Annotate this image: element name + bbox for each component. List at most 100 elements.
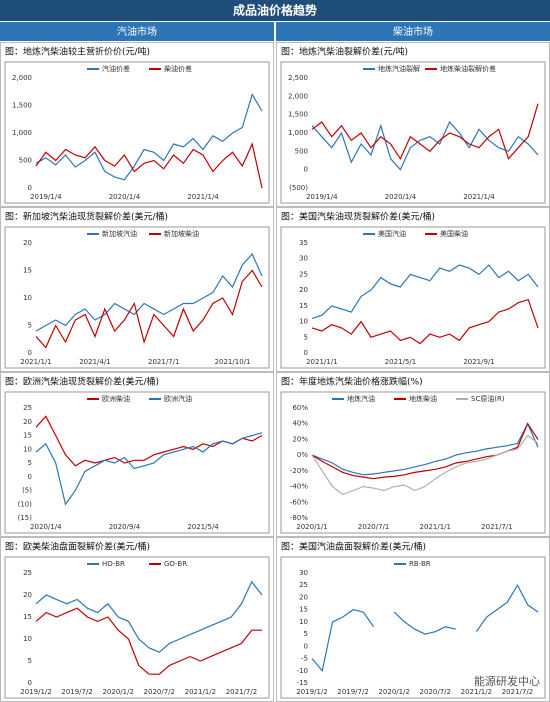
legend-label: 新加坡汽油 (102, 229, 137, 238)
series-line (35, 142, 263, 189)
y-tick-label: 1,500 (288, 111, 308, 119)
x-tick-label: 2020/1/2 (102, 688, 133, 696)
series-line (35, 432, 263, 506)
x-tick-label: 2021/1/1 (306, 358, 337, 366)
legend-label: 欧洲柴油 (102, 394, 130, 403)
y-tick-label: 30 (299, 255, 308, 263)
plot-frame (4, 61, 270, 204)
x-tick-label: 2021/1/2 (461, 688, 492, 696)
series-line (35, 607, 262, 675)
x-tick-label: 2021/10/1 (215, 358, 251, 366)
series-line (35, 580, 263, 653)
x-tick-label: 2020/1/1 (296, 523, 327, 531)
y-tick-label: 5 (28, 322, 32, 330)
series-line (311, 422, 539, 476)
y-tick-label: 0 (28, 473, 32, 481)
y-tick-label: 35 (299, 239, 308, 247)
x-tick-label: 2020/1/4 (30, 523, 62, 531)
y-tick-label: 5 (28, 459, 32, 467)
chart-title: 图：地炼汽柴油裂解价差(元/吨) (281, 46, 408, 58)
y-tick-label: 0 (28, 679, 32, 687)
x-tick-label: 2020/7/1 (358, 523, 389, 531)
legend-label: 欧洲汽油 (164, 394, 192, 403)
y-tick-label: 10 (299, 318, 308, 326)
legend-label: SC原油(R) (471, 394, 505, 403)
y-tick-label: (500) (289, 184, 308, 192)
y-tick-label: 20 (23, 418, 32, 426)
x-tick-label: 2021/7/2 (226, 688, 257, 696)
plot-frame (280, 61, 546, 204)
section-bar (276, 22, 550, 41)
legend-label: RB-BR (409, 560, 431, 568)
plot-frame (4, 391, 270, 534)
chart-title: 图：地炼汽柴油较主营折价价(元/吨) (5, 46, 150, 58)
y-tick-label: -5 (301, 655, 308, 663)
y-tick-label: 25 (299, 270, 308, 278)
x-tick-label: 2021/1/2 (185, 688, 216, 696)
y-tick-label: 0 (28, 349, 32, 357)
x-tick-label: 2019/1/2 (20, 688, 51, 696)
y-tick-label: 0 (304, 349, 308, 357)
y-tick-label: 60% (292, 404, 308, 412)
y-tick-label: 0% (297, 451, 308, 459)
y-tick-label: 0 (28, 184, 32, 192)
y-tick-label: 15 (299, 606, 308, 614)
x-tick-label: 2019/1/4 (306, 193, 338, 201)
legend-label: 新加坡柴油 (164, 229, 199, 238)
y-tick-label: (15) (18, 514, 33, 522)
chart-title: 图：年度地炼汽柴油价格涨跌幅(%) (281, 376, 423, 388)
section-bar (0, 22, 274, 41)
header-bar (0, 0, 550, 21)
y-tick-label: 20 (299, 593, 308, 601)
series-line (311, 103, 539, 160)
y-tick-label: -15 (297, 679, 308, 687)
y-tick-label: 10 (23, 445, 32, 453)
y-tick-label: 5 (304, 333, 308, 341)
legend-label: 地炼汽油 (347, 394, 375, 403)
section-label: 柴油市场 (393, 25, 433, 38)
section-label: 汽油市场 (117, 25, 157, 38)
y-tick-label: 15 (23, 432, 32, 440)
plot-frame (4, 226, 270, 369)
y-tick-label: 15 (23, 267, 32, 275)
y-tick-label: -10 (297, 667, 308, 675)
x-tick-label: 2020/9/4 (109, 523, 141, 531)
x-tick-label: 2021/7/1 (481, 523, 512, 531)
y-tick-label: 0 (304, 166, 308, 174)
x-tick-label: 2019/1/4 (30, 193, 62, 201)
y-tick-label: 25 (23, 569, 32, 577)
y-tick-label: 40% (292, 420, 308, 428)
chart-title: 图：新加坡汽柴油现货裂解价差(美元/桶) (5, 211, 168, 223)
y-tick-label: 30 (299, 569, 308, 577)
y-tick-label: -40% (290, 483, 308, 491)
legend-label: HO-BR (102, 560, 125, 568)
y-tick-label: 20 (299, 286, 308, 294)
x-tick-label: 2019/7/2 (61, 688, 92, 696)
y-tick-label: 500 (295, 147, 308, 155)
x-tick-label: 2020/7/2 (144, 688, 175, 696)
legend-label: 柴油价差 (164, 64, 192, 73)
y-tick-label: 20 (23, 591, 32, 599)
y-tick-label: 25 (23, 404, 32, 412)
y-tick-label: 2,000 (288, 92, 308, 100)
y-tick-label: 15 (299, 302, 308, 310)
legend-label: 地炼柴油 (409, 394, 437, 403)
y-tick-label: 25 (299, 581, 308, 589)
y-tick-label: (5) (22, 487, 32, 495)
y-tick-label: 20% (292, 435, 308, 443)
series-line (311, 298, 539, 345)
y-tick-label: 10 (23, 635, 32, 643)
legend-label: GO-BR (164, 560, 187, 568)
y-tick-label: 5 (28, 657, 32, 665)
y-tick-label: 2,000 (12, 74, 32, 82)
x-tick-label: 2020/7/2 (420, 688, 451, 696)
x-tick-label: 2021/4/1 (79, 358, 110, 366)
x-tick-label: 2021/9/1 (463, 358, 494, 366)
chart-title: 图：欧洲汽柴油现货裂解价差(美元/桶) (5, 376, 159, 388)
x-tick-label: 2021/7/1 (148, 358, 179, 366)
y-tick-label: 1,000 (288, 129, 308, 137)
y-tick-label: -80% (290, 514, 308, 522)
legend-label: 地炼柴油裂解价差 (440, 64, 496, 73)
x-tick-label: 2021/5/1 (385, 358, 416, 366)
panel-border (0, 42, 274, 207)
